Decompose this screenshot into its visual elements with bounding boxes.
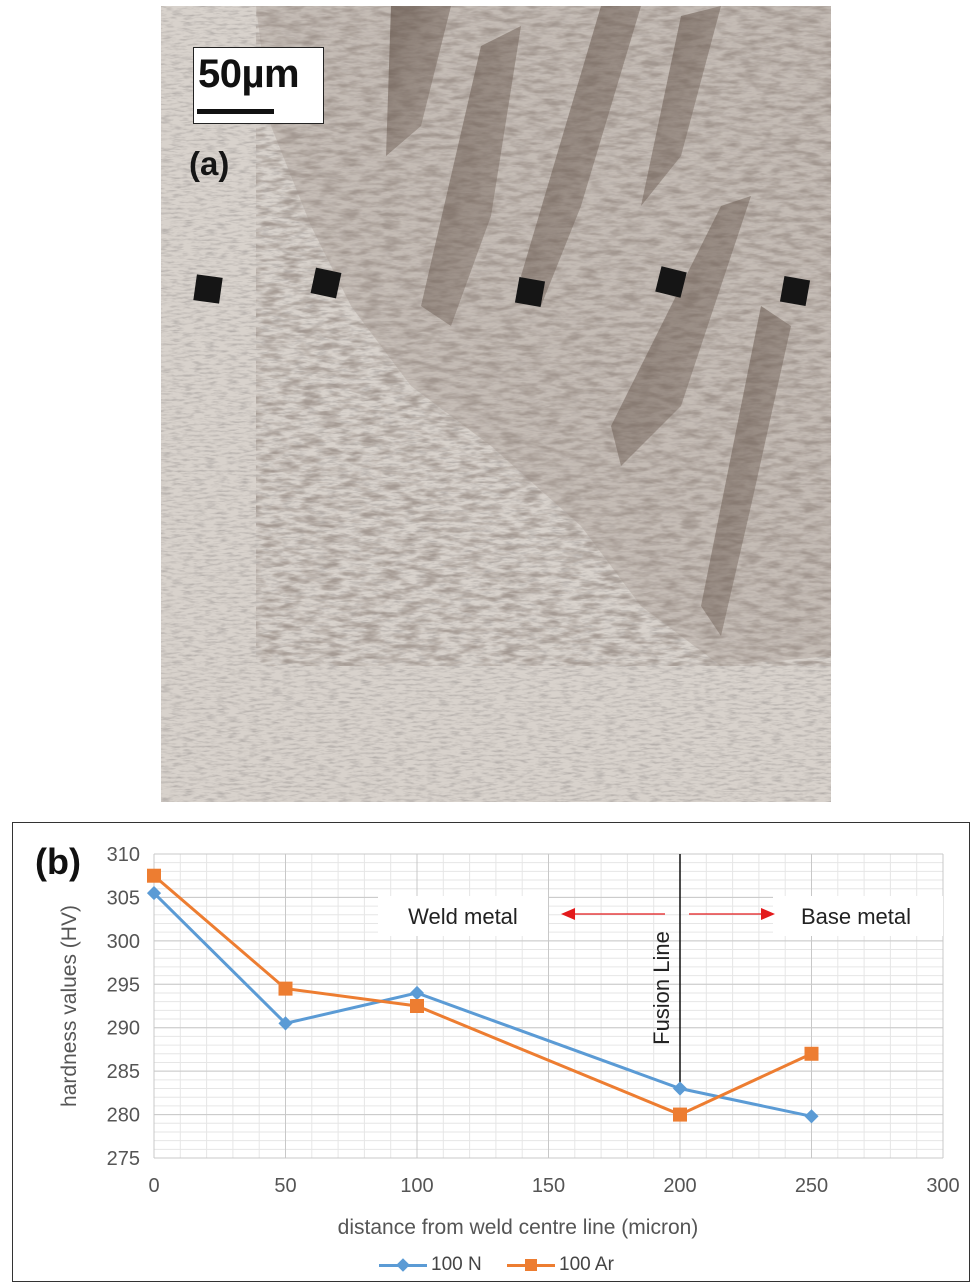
data-point-n: [409, 985, 425, 1001]
x-tick-label: 50: [274, 1175, 296, 1197]
scale-bar: [197, 109, 274, 114]
data-point-n: [278, 1016, 293, 1031]
indent-marks: [193, 266, 811, 308]
y-tick-label: 290: [107, 1018, 140, 1040]
data-point-n: [804, 1109, 819, 1124]
base-metal-label: Base metal: [801, 904, 911, 929]
base-metal-box: [773, 896, 943, 936]
y-axis-title: hardness values (HV): [58, 905, 81, 1107]
legend-swatch-ar: [507, 1258, 555, 1271]
data-point-n: [672, 1081, 688, 1096]
x-tick-label: 150: [532, 1175, 565, 1197]
hardness-chart: Weld metal Base metal Fusion Line 275 280 285…: [12, 822, 970, 1282]
weld-metal-box: [378, 896, 548, 936]
fusion-line-label: Fusion Line: [649, 931, 674, 1045]
data-point-ar: [804, 1046, 819, 1061]
data-point-ar: [673, 1107, 687, 1122]
micrograph-image: 50µm (a): [161, 6, 831, 802]
x-tick-label: 200: [663, 1175, 696, 1197]
scale-bar-label: 50µm: [198, 52, 300, 96]
scale-bar-box: 50µm: [193, 47, 324, 124]
x-axis-title: distance from weld centre line (micron): [338, 1216, 699, 1239]
weld-metal-label: Weld metal: [408, 904, 518, 929]
x-tick-label: 250: [795, 1175, 828, 1197]
legend-item-n: 100 N: [379, 1254, 482, 1276]
y-tick-label: 275: [107, 1148, 140, 1170]
data-point-ar: [278, 981, 293, 996]
data-point-ar: [410, 999, 424, 1013]
y-tick-label: 305: [107, 887, 140, 909]
legend-label-ar: 100 Ar: [559, 1254, 614, 1275]
y-tick-label: 285: [107, 1061, 140, 1083]
data-point-ar: [147, 868, 161, 883]
y-tick-label: 310: [107, 844, 140, 866]
y-tick-label: 280: [107, 1105, 140, 1127]
y-tick-label: 300: [107, 931, 140, 953]
y-tick-label: 295: [107, 974, 140, 996]
x-tick-label: 100: [400, 1175, 433, 1197]
legend-label-n: 100 N: [431, 1254, 482, 1275]
chart-svg: Weld metal Base metal Fusion Line 275 280 285…: [58, 844, 960, 1239]
arrow-right-head: [761, 908, 775, 920]
arrow-left-head: [561, 908, 575, 920]
panel-a-label: (a): [189, 145, 230, 182]
panel-b-label: (b): [35, 841, 81, 882]
legend-item-ar: 100 Ar: [507, 1254, 614, 1276]
micrograph-texture: [161, 6, 831, 802]
legend-swatch-n: [379, 1258, 427, 1272]
x-tick-label: 300: [926, 1175, 959, 1197]
x-tick-label: 0: [148, 1175, 159, 1197]
